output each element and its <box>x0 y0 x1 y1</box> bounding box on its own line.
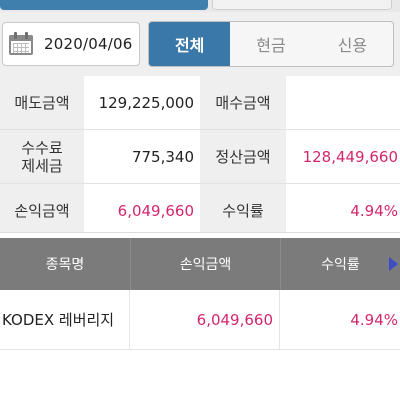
row-return: 4.94% <box>350 310 398 329</box>
account-type-segment: 전체 현금 신용 <box>148 21 394 67</box>
return-label: 수익률 <box>200 184 286 237</box>
filter-row: 2020/04/06 전체 현금 신용 <box>0 12 400 76</box>
table-row[interactable]: KODEX 레버리지 6,049,660 4.94% <box>0 290 400 350</box>
pnl-value: 6,049,660 <box>84 184 200 237</box>
pnl-label: 손익금액 <box>0 184 84 237</box>
summary-row-fee-settlement: 수수료 제세금 775,340 정산금액 128,449,660 <box>0 130 400 184</box>
fee-label-line2: 제세금 <box>21 156 63 175</box>
sell-amount-label: 매도금액 <box>0 76 84 129</box>
top-tab-inactive[interactable] <box>212 0 392 10</box>
summary-table: 매도금액 129,225,000 매수금액 수수료 제세금 775,340 정산… <box>0 76 400 238</box>
row-stock-name: KODEX 레버리지 <box>0 290 130 349</box>
sell-amount-value: 129,225,000 <box>84 76 200 129</box>
holdings-table-header: 종목명 손익금액 수익률 <box>0 238 400 290</box>
table-divider <box>0 232 400 238</box>
column-header-return-label: 수익률 <box>321 257 360 273</box>
fee-label-line1: 수수료 <box>21 138 63 157</box>
buy-amount-label: 매수금액 <box>200 76 286 129</box>
top-tab-strip <box>0 0 400 12</box>
tab-credit[interactable]: 신용 <box>337 36 368 55</box>
settlement-label: 정산금액 <box>200 130 286 183</box>
return-value: 4.94% <box>286 184 400 237</box>
tab-cash[interactable]: 현금 <box>256 36 286 55</box>
fee-tax-label: 수수료 제세금 <box>0 130 84 183</box>
column-header-name[interactable]: 종목명 <box>45 257 85 273</box>
settlement-value: 128,449,660 <box>286 130 400 183</box>
summary-row-pnl-return: 손익금액 6,049,660 수익률 4.94% <box>0 184 400 238</box>
date-picker[interactable]: 2020/04/06 <box>2 22 140 66</box>
fee-tax-value: 775,340 <box>84 130 200 183</box>
column-header-pnl[interactable]: 손익금액 <box>130 238 280 290</box>
row-pnl: 6,049,660 <box>130 290 280 349</box>
scroll-right-arrow-icon[interactable] <box>389 257 398 271</box>
top-tab-active[interactable] <box>0 0 208 10</box>
summary-row-sell-buy: 매도금액 129,225,000 매수금액 <box>0 76 400 130</box>
date-value: 2020/04/06 <box>44 35 133 53</box>
tab-all[interactable]: 전체 <box>149 22 231 66</box>
column-header-return[interactable]: 수익률 <box>280 238 400 290</box>
calendar-icon[interactable] <box>9 32 35 56</box>
buy-amount-value <box>286 76 400 129</box>
